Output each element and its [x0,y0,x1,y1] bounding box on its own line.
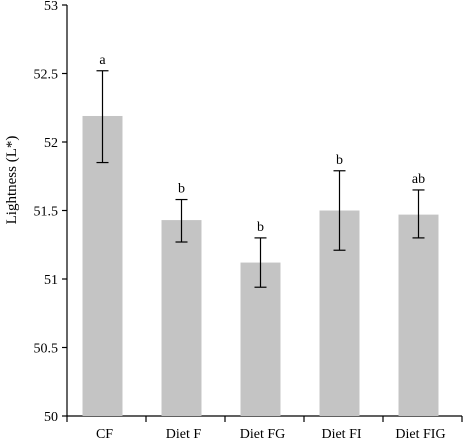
x-tick-label: Diet F [166,427,202,441]
y-tick-label: 51.5 [34,205,59,220]
significance-label: a [99,53,106,68]
error-bar [96,70,109,164]
y-tick-label: 52 [44,136,58,151]
y-tick-label: 50 [44,410,58,425]
y-axis-title: Lightness (L*) [4,136,20,225]
y-tick-label: 51 [44,273,58,288]
x-tick-label: CF [96,427,113,441]
y-tick-label: 52.5 [34,68,59,83]
y-axis: 50 50.5 51 51.5 52 52.5 53 [34,0,68,425]
x-tick-label: Diet FG [240,427,286,441]
y-tick-label: 53 [44,0,58,14]
error-bar [333,170,346,251]
error-bars [96,70,425,288]
x-tick-label: Diet FIG [395,427,445,441]
significance-label: b [257,220,264,235]
significance-label: b [336,153,343,168]
significance-label: b [178,182,185,197]
error-bar [175,198,188,243]
significance-label: ab [412,172,425,187]
bar [82,115,123,416]
x-tick-label: Diet FI [321,427,361,441]
error-bar [254,237,267,288]
x-axis: CF Diet F Diet FG Diet FI Diet FIG [66,415,463,441]
bar [161,220,202,416]
error-bar [412,189,425,239]
bar [398,214,439,416]
y-tick-label: 50.5 [34,342,59,357]
bars [82,115,439,416]
bar [240,262,281,416]
